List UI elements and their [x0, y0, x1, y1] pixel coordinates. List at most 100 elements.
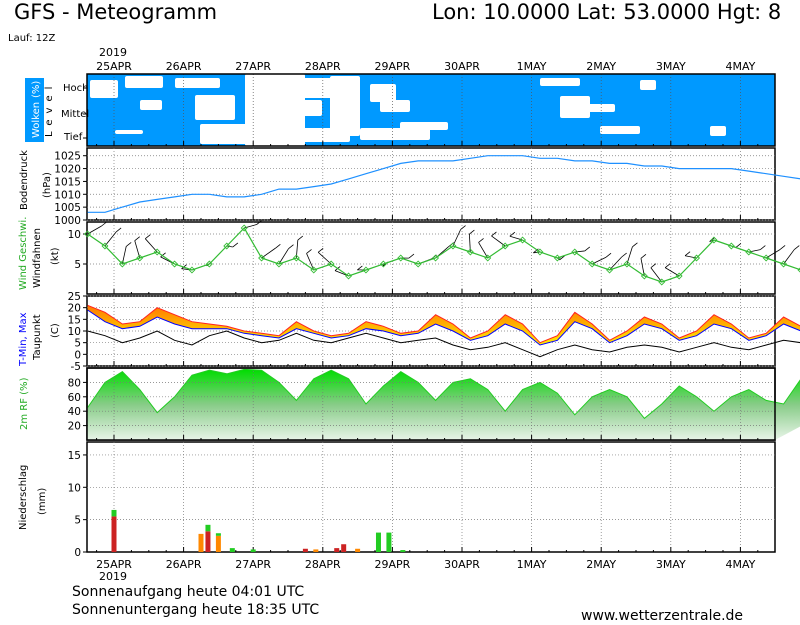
precip-ytick-label: 15: [68, 450, 81, 462]
cloud-patch: [290, 100, 322, 116]
wind-barb-feather: [632, 242, 638, 248]
model-run-label: Lauf: 12Z: [8, 33, 56, 44]
wind-speed-marker: [258, 254, 266, 262]
cloud-ylabel: Wolken (%) Level: [25, 78, 55, 142]
wind-speed-marker: [101, 242, 109, 250]
wind-speed-marker: [171, 260, 179, 268]
pressure-ytick-label: 1005: [54, 202, 81, 214]
cloud-patch: [200, 124, 260, 144]
wind-speed-marker: [658, 278, 666, 286]
precip-bar: [313, 549, 319, 552]
date-label: 26APR: [166, 558, 202, 571]
wind-barb-feather: [559, 255, 565, 261]
wind-speed-marker: [553, 254, 561, 262]
precip-bar: [341, 544, 347, 552]
wind-barb: [650, 267, 663, 283]
rh-ytick-label: 80: [68, 377, 81, 389]
cloud-patch: [370, 84, 396, 102]
wind-speed-marker: [449, 242, 457, 250]
cloud-patch: [400, 122, 448, 130]
wind-barb-feather: [509, 231, 516, 237]
cloud-patch: [175, 78, 220, 88]
wind-ytick-label: 10: [68, 229, 81, 241]
sunset-text: Sonnenuntergang heute 18:35 UTC: [72, 602, 320, 618]
wind-barb: [664, 267, 680, 277]
wind-barb-feather: [125, 242, 132, 247]
precip-bar: [250, 549, 256, 552]
wind-barb: [104, 231, 117, 247]
wind-speed-marker: [588, 260, 596, 268]
rh-ytick-label: 60: [68, 392, 81, 404]
wind-speed-marker: [640, 272, 648, 280]
date-label: 27APR: [235, 60, 271, 73]
wind-barb-feather: [256, 220, 262, 225]
tmax-line: [87, 304, 800, 344]
bottom-date-axis: 25APR 26APR 27APR 28APR 29APR 30APR 1MAY 2MAY 3M…: [96, 558, 756, 571]
sunrise-text: Sonnenaufgang heute 04:01 UTC: [72, 584, 305, 600]
precip-bar: [215, 533, 221, 536]
cloud-patch: [90, 80, 118, 98]
date-label: 30APR: [444, 558, 480, 571]
prec-frame: [86, 441, 776, 553]
wind-speed-marker: [345, 272, 353, 280]
wind-barb: [574, 250, 585, 253]
precip-bar: [111, 509, 117, 517]
wind-barb-feather: [306, 249, 312, 254]
precip-bar: [215, 535, 221, 552]
cloud-patch: [330, 76, 360, 136]
wind-unit: (kt): [50, 247, 61, 265]
wind-speed-marker: [484, 254, 492, 262]
wind-speed-marker: [136, 254, 144, 262]
top-year-label: 2019: [99, 46, 127, 59]
temp-ytick-label: 15: [68, 314, 81, 326]
level-tief: Tief: [63, 132, 83, 143]
wind-speed-marker: [780, 260, 788, 268]
wind-speed-marker: [675, 272, 683, 280]
precip-bar: [111, 516, 117, 552]
cloud-ylabel-unit: (%): [31, 81, 42, 98]
date-label: 1MAY: [517, 60, 547, 73]
date-label: 28APR: [305, 60, 341, 73]
cloud-patch: [585, 104, 615, 112]
precip-bar: [229, 548, 235, 552]
temp-ylabel-text: T-Min, Max: [18, 312, 29, 367]
date-label: 3MAY: [656, 558, 686, 571]
wind-barb: [491, 235, 506, 247]
wind-speed-marker: [379, 260, 387, 268]
date-label: 27APR: [235, 558, 271, 571]
wind-barb: [478, 242, 489, 259]
wind-speed-line: [87, 227, 800, 283]
date-label: 2MAY: [586, 60, 616, 73]
wind-barb-feather: [478, 238, 484, 243]
date-label: 29APR: [374, 558, 410, 571]
wind-barb: [226, 245, 233, 248]
precip-ytick-label: 0: [74, 547, 81, 559]
windfahnen-label: Windfahnen: [32, 228, 43, 288]
wind-speed-marker: [118, 260, 126, 268]
cloud-patch: [250, 128, 350, 142]
cloud-patch: [360, 128, 430, 140]
pressure-ytick-label: 1015: [54, 176, 81, 188]
wind-speed-marker: [188, 266, 196, 274]
wind-barb-feather: [664, 263, 671, 268]
wind-speed-marker: [745, 248, 753, 256]
wind-ytick-label: 5: [74, 259, 81, 271]
wind-panel: 5 10: [68, 220, 800, 295]
temp-ytick-label: 25: [68, 291, 81, 303]
temp-unit: (C): [50, 323, 61, 338]
precipitation-panel: 0 5 10 15: [68, 441, 776, 559]
wind-speed-marker: [710, 236, 718, 244]
wind-barb-feather: [605, 252, 612, 258]
temp-range-area: [87, 305, 800, 345]
wind-frame: [86, 221, 776, 295]
wind-barb-feather: [533, 248, 539, 254]
wind-barb-feather: [760, 245, 766, 250]
site-link[interactable]: www.wetterzentrale.de: [581, 608, 744, 624]
wind-speed-marker: [84, 230, 92, 238]
wind-barb-feather: [408, 253, 415, 259]
wind-barb-feather: [491, 231, 497, 237]
precip-bar: [400, 550, 406, 552]
rh-ytick-label: 40: [68, 406, 81, 418]
